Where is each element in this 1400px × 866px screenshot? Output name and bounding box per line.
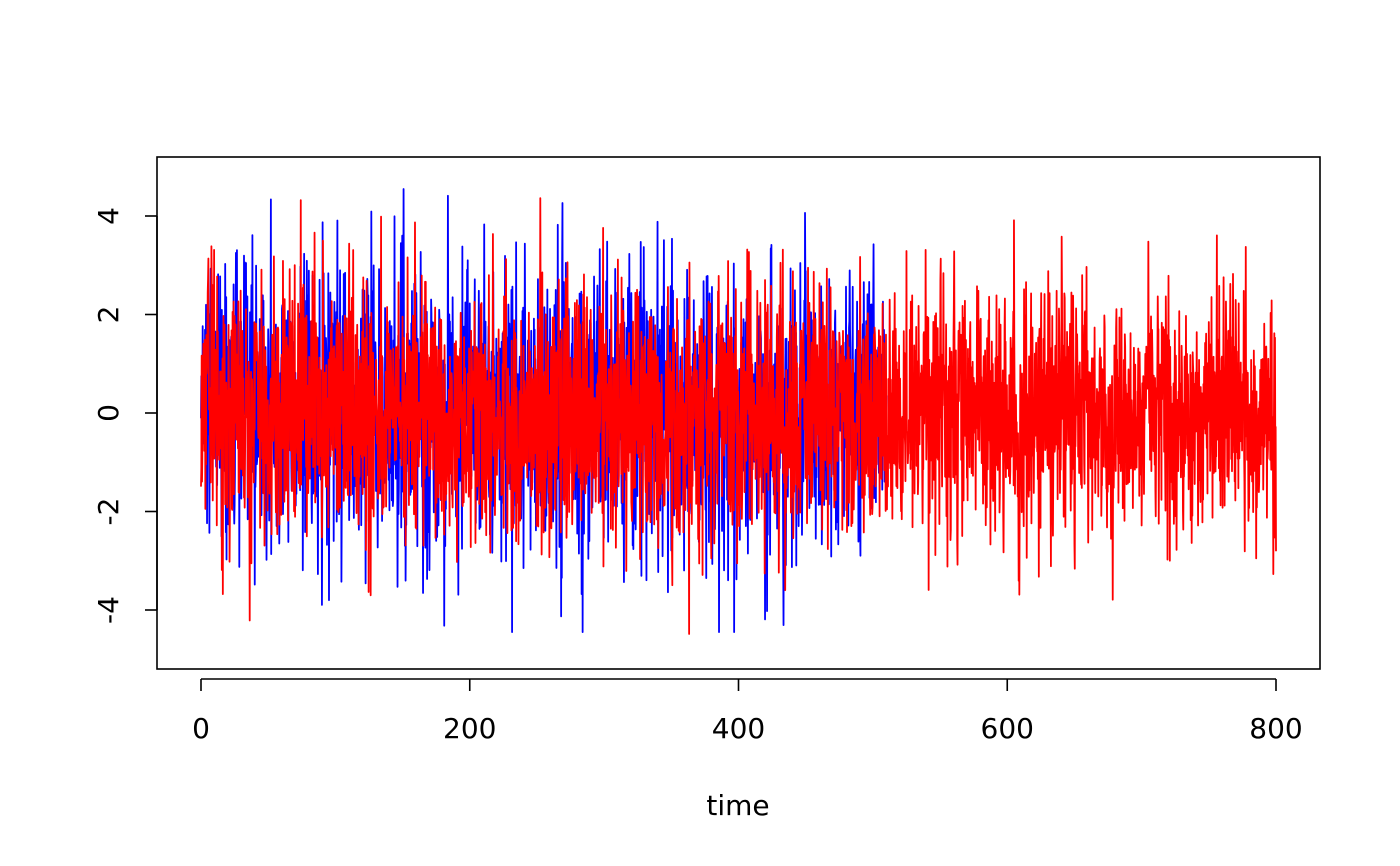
x-tick-label: 600 — [981, 712, 1034, 745]
x-tick-label: 200 — [443, 712, 496, 745]
y-tick-label: -2 — [92, 498, 125, 526]
y-tick-label: -4 — [92, 596, 125, 624]
y-tick-label: 0 — [92, 404, 125, 422]
x-axis: 0 200 400 600 800 — [192, 678, 1303, 745]
x-tick-label: 0 — [192, 712, 210, 745]
x-axis-title: time — [706, 789, 769, 822]
y-tick-label: 4 — [92, 207, 125, 225]
y-tick-label: 2 — [92, 306, 125, 324]
x-tick-label: 800 — [1249, 712, 1302, 745]
y-axis: -4 -2 0 2 4 — [92, 207, 158, 624]
x-tick-label: 400 — [712, 712, 765, 745]
series-line-2 — [200, 197, 1277, 635]
series-layer — [200, 188, 1277, 635]
